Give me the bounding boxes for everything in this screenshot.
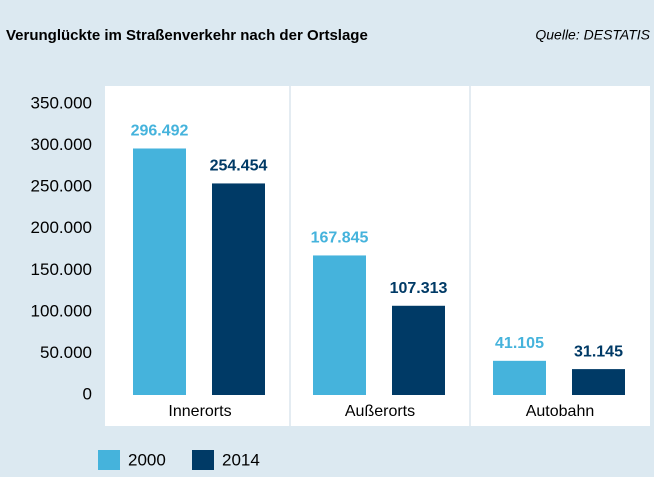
value-label: 167.845 (311, 230, 369, 247)
value-label: 31.145 (574, 343, 623, 360)
chart-title: Verunglückte im Straßenverkehr nach der … (6, 27, 368, 44)
value-label: 296.492 (131, 123, 189, 140)
bar (493, 360, 546, 395)
plot-area (105, 86, 650, 426)
y-tick-label: 100.000 (31, 301, 92, 320)
legend-swatch (98, 450, 120, 470)
y-tick-label: 50.000 (40, 343, 92, 362)
y-tick-label: 150.000 (31, 260, 92, 279)
bar (572, 369, 625, 395)
y-tick-label: 200.000 (31, 218, 92, 237)
legend-label: 2014 (222, 450, 260, 469)
bar (392, 305, 445, 395)
bar (133, 148, 186, 395)
x-tick-label: Innerorts (168, 403, 231, 420)
value-label: 107.313 (390, 280, 448, 297)
x-tick-label: Autobahn (526, 403, 595, 420)
x-tick-label: Außerorts (345, 403, 415, 420)
legend-swatch (192, 450, 214, 470)
legend-label: 2000 (128, 450, 166, 469)
y-tick-label: 0 (83, 384, 92, 403)
source: Quelle: DESTATIS (535, 27, 650, 43)
value-label: 41.105 (495, 335, 544, 352)
y-tick-label: 250.000 (31, 177, 92, 196)
bar (212, 183, 265, 395)
y-tick-label: 300.000 (31, 135, 92, 154)
value-label: 254.454 (210, 158, 268, 175)
y-tick-label: 350.000 (31, 93, 92, 112)
bar (313, 255, 366, 395)
